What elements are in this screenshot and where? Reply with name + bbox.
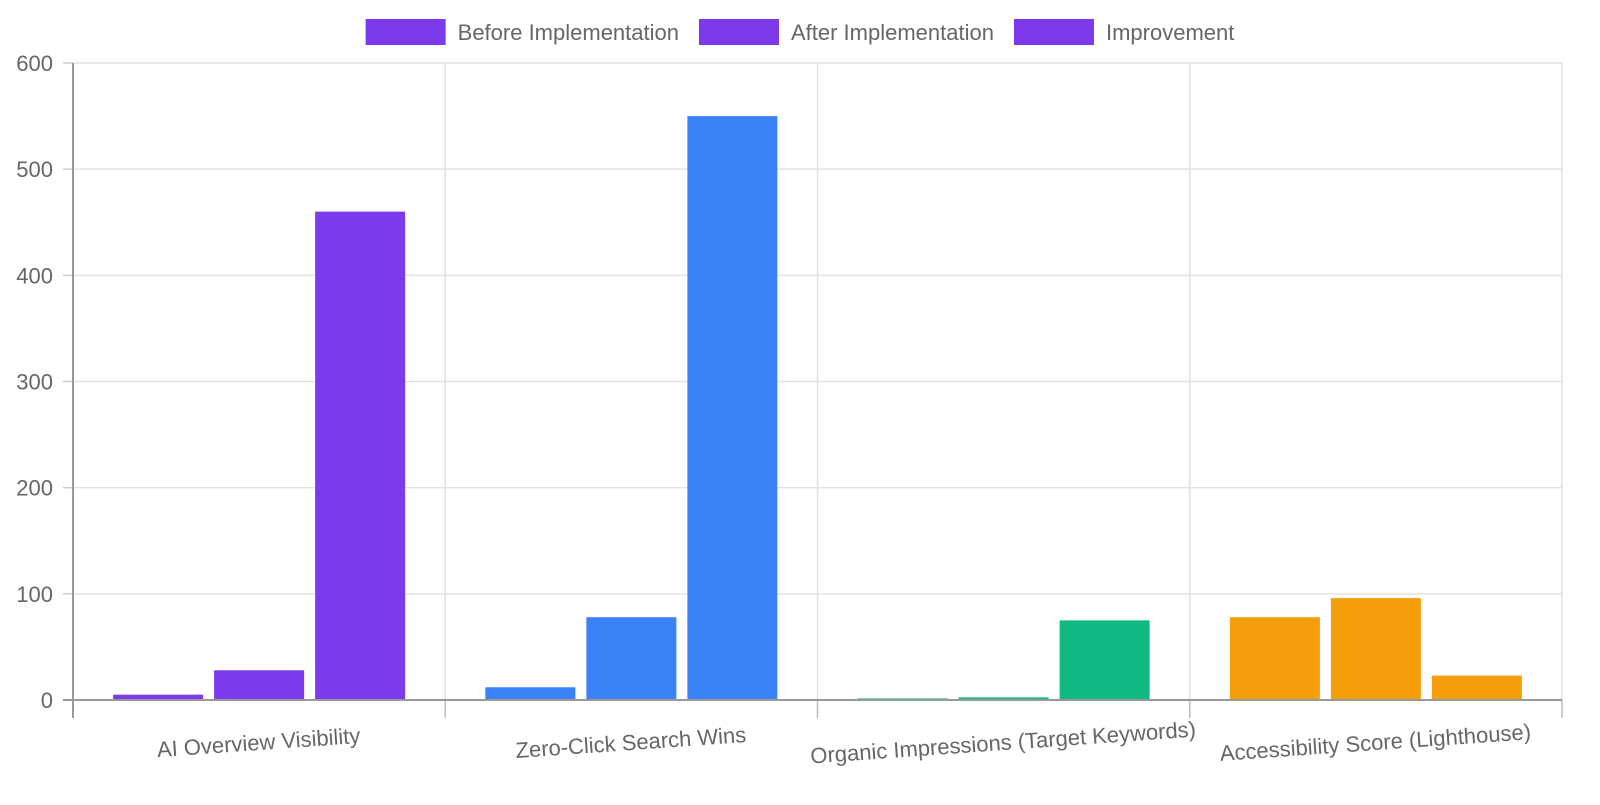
x-tick-label: Organic Impressions (Target Keywords) [810,717,1197,769]
legend-label: After Implementation [791,20,994,45]
bar[interactable] [1059,620,1150,700]
y-tick-label: 500 [16,157,53,182]
legend[interactable]: Before Implementation After Implementatio… [365,19,1235,45]
bar[interactable] [687,116,778,701]
legend-label: Improvement [1106,20,1234,45]
bar[interactable] [1330,598,1421,700]
bar[interactable] [586,617,677,700]
x-tick-label: Zero-Click Search Wins [515,722,747,763]
bar[interactable] [1229,617,1320,700]
bar[interactable] [485,687,576,700]
y-tick-label: 200 [16,476,53,501]
x-tick-label: AI Overview Visibility [156,723,361,762]
y-tick-label: 100 [16,582,53,607]
y-tick-label: 400 [16,263,53,288]
bar[interactable] [315,211,406,700]
legend-swatch [1013,19,1094,45]
legend-item[interactable]: Improvement [1013,19,1234,45]
bar[interactable] [1431,675,1522,700]
x-tick-label: Accessibility Score (Lighthouse) [1219,719,1532,766]
y-tick-label: 300 [16,370,53,395]
legend-item[interactable]: After Implementation [698,19,994,45]
y-tick-label: 600 [16,51,53,76]
bar[interactable] [214,670,305,700]
bar[interactable] [958,697,1049,700]
legend-item[interactable]: Before Implementation [365,19,679,45]
y-tick-label: 0 [41,688,53,713]
legend-label: Before Implementation [458,20,679,45]
bar[interactable] [113,694,204,700]
legend-swatch [698,19,779,45]
axes-layer: 0 100 200 300 400 500 600 AI Overview Visibilit… [16,51,1563,769]
bars-layer [113,116,1522,701]
legend-swatch [365,19,446,45]
